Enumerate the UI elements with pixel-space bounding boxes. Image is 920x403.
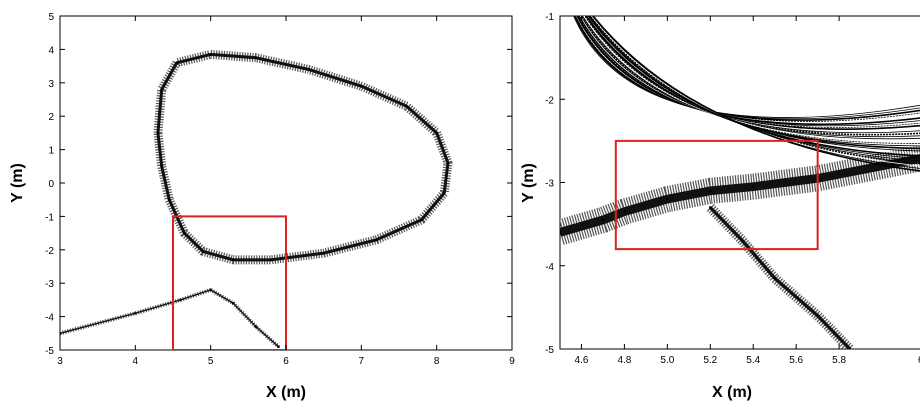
data-point bbox=[160, 165, 163, 168]
x-tick-label: 9 bbox=[509, 356, 515, 367]
data-point bbox=[209, 53, 212, 56]
data-point bbox=[167, 198, 171, 201]
series-line-0 bbox=[560, 154, 920, 237]
data-point bbox=[269, 258, 273, 262]
x-axis-title-left: X (m) bbox=[266, 384, 306, 401]
y-tick-label: -4 bbox=[545, 262, 554, 273]
y-tick-label: -5 bbox=[545, 345, 554, 356]
data-point bbox=[405, 104, 408, 108]
y-tick-label: 3 bbox=[48, 79, 54, 90]
data-point bbox=[60, 332, 62, 335]
data-point bbox=[446, 161, 450, 165]
x-tick-label: 6.2 bbox=[918, 355, 920, 366]
data-point bbox=[848, 347, 852, 349]
y-axis-title-left: Y (m) bbox=[9, 163, 26, 203]
y-tick-label: 0 bbox=[48, 179, 54, 190]
data-point bbox=[201, 250, 205, 253]
data-point bbox=[816, 314, 819, 318]
y-tick-label: -5 bbox=[45, 346, 54, 357]
x-tick-label: 5.6 bbox=[789, 355, 803, 366]
x-tick-label: 7 bbox=[359, 356, 365, 367]
x-tick-label: 5.2 bbox=[703, 355, 717, 366]
data-point bbox=[254, 56, 258, 60]
data-point bbox=[442, 191, 446, 195]
data-point bbox=[322, 251, 325, 255]
y-tick-label: 2 bbox=[48, 112, 54, 123]
data-point bbox=[179, 298, 182, 302]
data-point bbox=[601, 218, 605, 222]
data-point bbox=[623, 210, 626, 213]
data-point bbox=[708, 206, 712, 209]
y-tick-label: 1 bbox=[48, 146, 54, 157]
data-point bbox=[751, 185, 755, 188]
y-tick-label: -4 bbox=[45, 313, 54, 324]
y-tick-label: -1 bbox=[45, 212, 54, 223]
y-tick-label: -3 bbox=[545, 179, 554, 190]
y-tick-label: -2 bbox=[45, 246, 54, 257]
orbit-line bbox=[592, 16, 920, 172]
data-point bbox=[360, 84, 363, 88]
x-tick-label: 4 bbox=[133, 356, 139, 367]
data-point bbox=[773, 276, 777, 280]
data-point bbox=[134, 311, 137, 315]
chart-right: 4.6 4.8 5.0 5.2 5.4 5.6 5.8 6.2 -1 -2 -3 -4 -5 X (m)… bbox=[520, 12, 920, 401]
y-axis-title-right: Y (m) bbox=[520, 163, 537, 203]
x-tick-label: 5.0 bbox=[660, 355, 674, 366]
chart-left: 3 4 5 6 7 8 9 5 4 3 2 1 0 -1 -2 -3 -4 -5 X (m) Y (m) bbox=[9, 12, 515, 401]
x-tick-label: 4.6 bbox=[575, 355, 589, 366]
x-tick-label: 5.4 bbox=[746, 355, 760, 366]
data-point bbox=[307, 68, 310, 71]
series-line-1 bbox=[60, 289, 211, 334]
data-point bbox=[175, 61, 179, 65]
data-point bbox=[183, 231, 186, 235]
data-point bbox=[375, 238, 378, 242]
x-tick-label: 5.8 bbox=[832, 355, 846, 366]
data-point bbox=[156, 131, 160, 135]
data-point bbox=[231, 258, 235, 262]
x-axis-title-right: X (m) bbox=[712, 384, 752, 401]
data-point bbox=[666, 197, 669, 201]
x-tick-label: 8 bbox=[434, 356, 440, 367]
data-point bbox=[708, 189, 712, 193]
orbit-line bbox=[575, 16, 920, 122]
y-tick-label: 5 bbox=[48, 12, 54, 23]
data-point bbox=[277, 345, 280, 348]
orbit-line bbox=[578, 16, 920, 128]
plot-area-right bbox=[559, 15, 920, 350]
data-point bbox=[254, 325, 258, 328]
y-tick-label: -1 bbox=[545, 12, 554, 23]
highlight-box bbox=[172, 215, 287, 350]
data-point bbox=[420, 218, 423, 222]
y-tick-label: -3 bbox=[45, 279, 54, 290]
x-tick-label: 6 bbox=[283, 356, 289, 367]
data-point bbox=[209, 288, 212, 292]
x-tick-label: 4.8 bbox=[617, 355, 631, 366]
series-line-2 bbox=[210, 289, 279, 348]
x-tick-label: 3 bbox=[57, 356, 63, 367]
data-point bbox=[160, 88, 163, 91]
highlight-box bbox=[614, 139, 819, 251]
x-tick-label: 5 bbox=[208, 356, 214, 367]
data-point bbox=[435, 131, 438, 135]
data-point bbox=[231, 301, 235, 305]
data-point bbox=[741, 239, 744, 243]
y-tick-label: -2 bbox=[545, 95, 554, 106]
data-point bbox=[560, 231, 562, 234]
y-tick-label: 4 bbox=[48, 45, 54, 56]
